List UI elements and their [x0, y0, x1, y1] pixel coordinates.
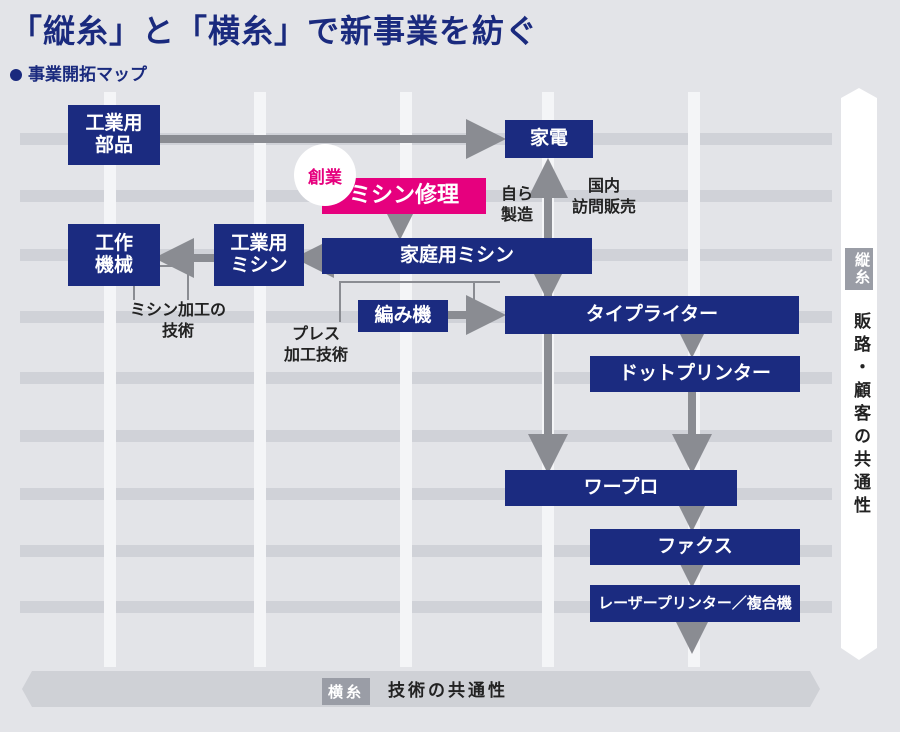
flow-arrows: [154, 119, 712, 654]
horizontal-axis-tag: 横糸: [322, 678, 371, 705]
machine-tools-box: 工作 機械: [68, 224, 160, 286]
domestic-sales-label: 国内 訪問販売: [571, 176, 636, 216]
home-sewing-box: 家庭用ミシン: [322, 238, 592, 274]
press-tech-connector: [339, 281, 500, 322]
diagram-subtitle: 事業開拓マップ: [10, 60, 147, 85]
bullet-dot-icon: [10, 69, 22, 81]
vertical-axis-tag: 縦糸: [845, 248, 873, 290]
founding-badge: 創業: [294, 144, 356, 206]
knitting-machine-box: 編み機: [358, 300, 448, 332]
vertical-axis-text: 販路・顧客の共通性: [850, 312, 870, 519]
industrial-sewing-box: 工業用 ミシン: [214, 224, 304, 286]
laser-printer-box: レーザープリンター／複合機: [590, 585, 800, 622]
diagram-title: 「縦糸」と「横糸」で新事業を紡ぐ: [10, 12, 539, 50]
horizontal-axis-text: 技術の共通性: [388, 681, 508, 701]
vertical-axis-band: [841, 88, 877, 660]
subtitle-text: 事業開拓マップ: [28, 65, 147, 85]
typewriter-box: タイプライター: [505, 296, 799, 334]
horizontal-axis-band: [22, 671, 820, 707]
dot-printer-box: ドットプリンター: [590, 356, 800, 392]
word-processor-box: ワープロ: [505, 470, 737, 506]
press-processing-label: プレス 加工技術: [283, 324, 348, 364]
fax-box: ファクス: [590, 529, 800, 565]
self-manufacture-label: 自ら 製造: [500, 184, 533, 224]
home-appliances-box: 家電: [505, 120, 593, 158]
industrial-parts-box: 工業用 部品: [68, 105, 160, 165]
sewing-processing-label: ミシン加工の 技術: [129, 300, 226, 340]
